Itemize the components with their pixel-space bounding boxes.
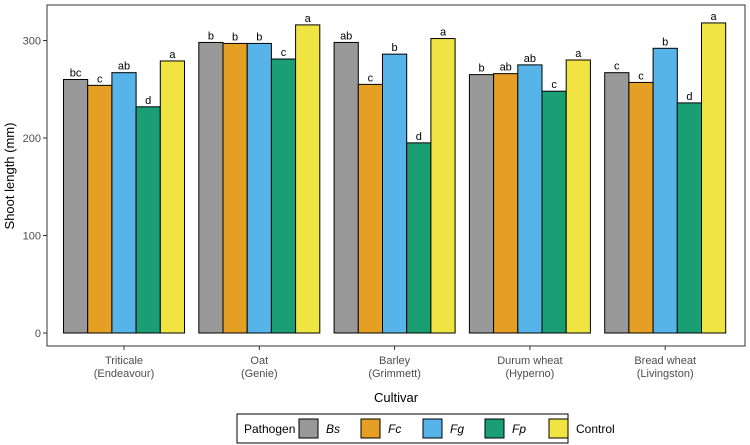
y-axis-title: Shoot length (mm) <box>2 123 17 230</box>
x-tick-label: (Livingston) <box>637 368 694 380</box>
bar-bs <box>604 72 630 334</box>
bar-control <box>565 59 591 334</box>
significance-label: d <box>145 95 151 107</box>
significance-label: b <box>662 36 668 48</box>
bar-fc <box>357 83 383 334</box>
significance-label: d <box>416 131 422 143</box>
bar-control <box>295 24 321 334</box>
bar-bs <box>63 79 89 334</box>
significance-label: ab <box>118 61 130 73</box>
bar-fp <box>406 142 432 334</box>
x-tick-label: (Genie) <box>241 368 278 380</box>
significance-label: c <box>614 61 620 73</box>
significance-label: a <box>575 48 582 60</box>
significance-label: bc <box>70 68 82 80</box>
y-tick-label: 300 <box>23 36 41 48</box>
legend-label-control: Control <box>576 422 615 436</box>
bar-fg <box>652 47 678 334</box>
y-axis: 0 100 200 300 <box>23 36 47 340</box>
bars-group <box>63 22 727 334</box>
significance-label: c <box>638 70 644 82</box>
significance-label: a <box>305 13 312 25</box>
significance-label: a <box>711 11 718 23</box>
significance-label: c <box>97 73 103 85</box>
significance-label: c <box>281 47 287 59</box>
legend-key-bs <box>298 418 319 439</box>
legend-key-fc <box>360 418 381 439</box>
bar-fc <box>87 84 113 334</box>
bar-fc <box>628 81 654 334</box>
significance-label: b <box>478 63 484 75</box>
x-tick-label: Oat <box>250 355 268 367</box>
significance-label: b <box>256 31 262 43</box>
bar-fg <box>246 42 272 334</box>
significance-label: d <box>686 91 692 103</box>
bar-fp <box>541 90 567 334</box>
bar-fc <box>493 73 519 334</box>
bar-bs <box>333 41 359 334</box>
y-tick-label: 0 <box>35 328 41 340</box>
x-tick-label: Bread wheat <box>634 355 696 367</box>
bar-fg <box>517 64 543 334</box>
significance-label: c <box>551 79 557 91</box>
legend-box <box>236 413 569 444</box>
significance-label: a <box>169 49 176 61</box>
x-tick-label: (Grimmett) <box>368 368 421 380</box>
legend-items: Bs Fc Fg Fp Control <box>298 418 615 439</box>
y-tick-label: 200 <box>23 133 41 145</box>
y-tick-label: 100 <box>23 231 41 243</box>
significance-label: a <box>440 27 447 39</box>
x-tick-label: Barley <box>379 355 411 367</box>
bar-fp <box>135 106 161 334</box>
significance-label: b <box>232 31 238 43</box>
legend-label-fp: Fp <box>512 422 526 436</box>
bar-fp <box>676 102 702 334</box>
legend-key-control <box>548 418 569 439</box>
legend-label-bs: Bs <box>326 422 340 436</box>
bar-fc <box>222 42 248 334</box>
significance-label: b <box>392 42 398 54</box>
legend-label-fc: Fc <box>388 422 401 436</box>
significance-label: ab <box>340 30 352 42</box>
legend-title: Pathogen <box>244 422 295 436</box>
bar-fg <box>111 72 137 334</box>
legend: Pathogen Bs Fc Fg Fp Control <box>236 413 615 444</box>
significance-label: b <box>208 30 214 42</box>
bar-control <box>701 22 727 334</box>
significance-label: ab <box>500 62 512 74</box>
x-tick-label: (Hyperno) <box>505 368 554 380</box>
x-axis: Triticale(Endeavour) Oat(Genie) Barley(Gri… <box>94 346 696 380</box>
bar-bs <box>198 41 224 334</box>
bar-control <box>159 60 186 334</box>
x-tick-label: Durum wheat <box>497 355 562 367</box>
bar-control <box>430 38 456 334</box>
significance-label: ab <box>524 53 536 65</box>
legend-key-fp <box>484 418 505 439</box>
legend-label-fg: Fg <box>450 422 464 436</box>
x-tick-label: (Endeavour) <box>94 368 155 380</box>
bar-fp <box>270 58 297 334</box>
x-tick-label: Triticale <box>105 355 143 367</box>
x-axis-title: Cultivar <box>374 390 419 405</box>
bar-fg <box>382 53 408 334</box>
significance-label: c <box>368 72 374 84</box>
legend-key-fg <box>422 418 443 439</box>
bar-bs <box>468 74 495 334</box>
